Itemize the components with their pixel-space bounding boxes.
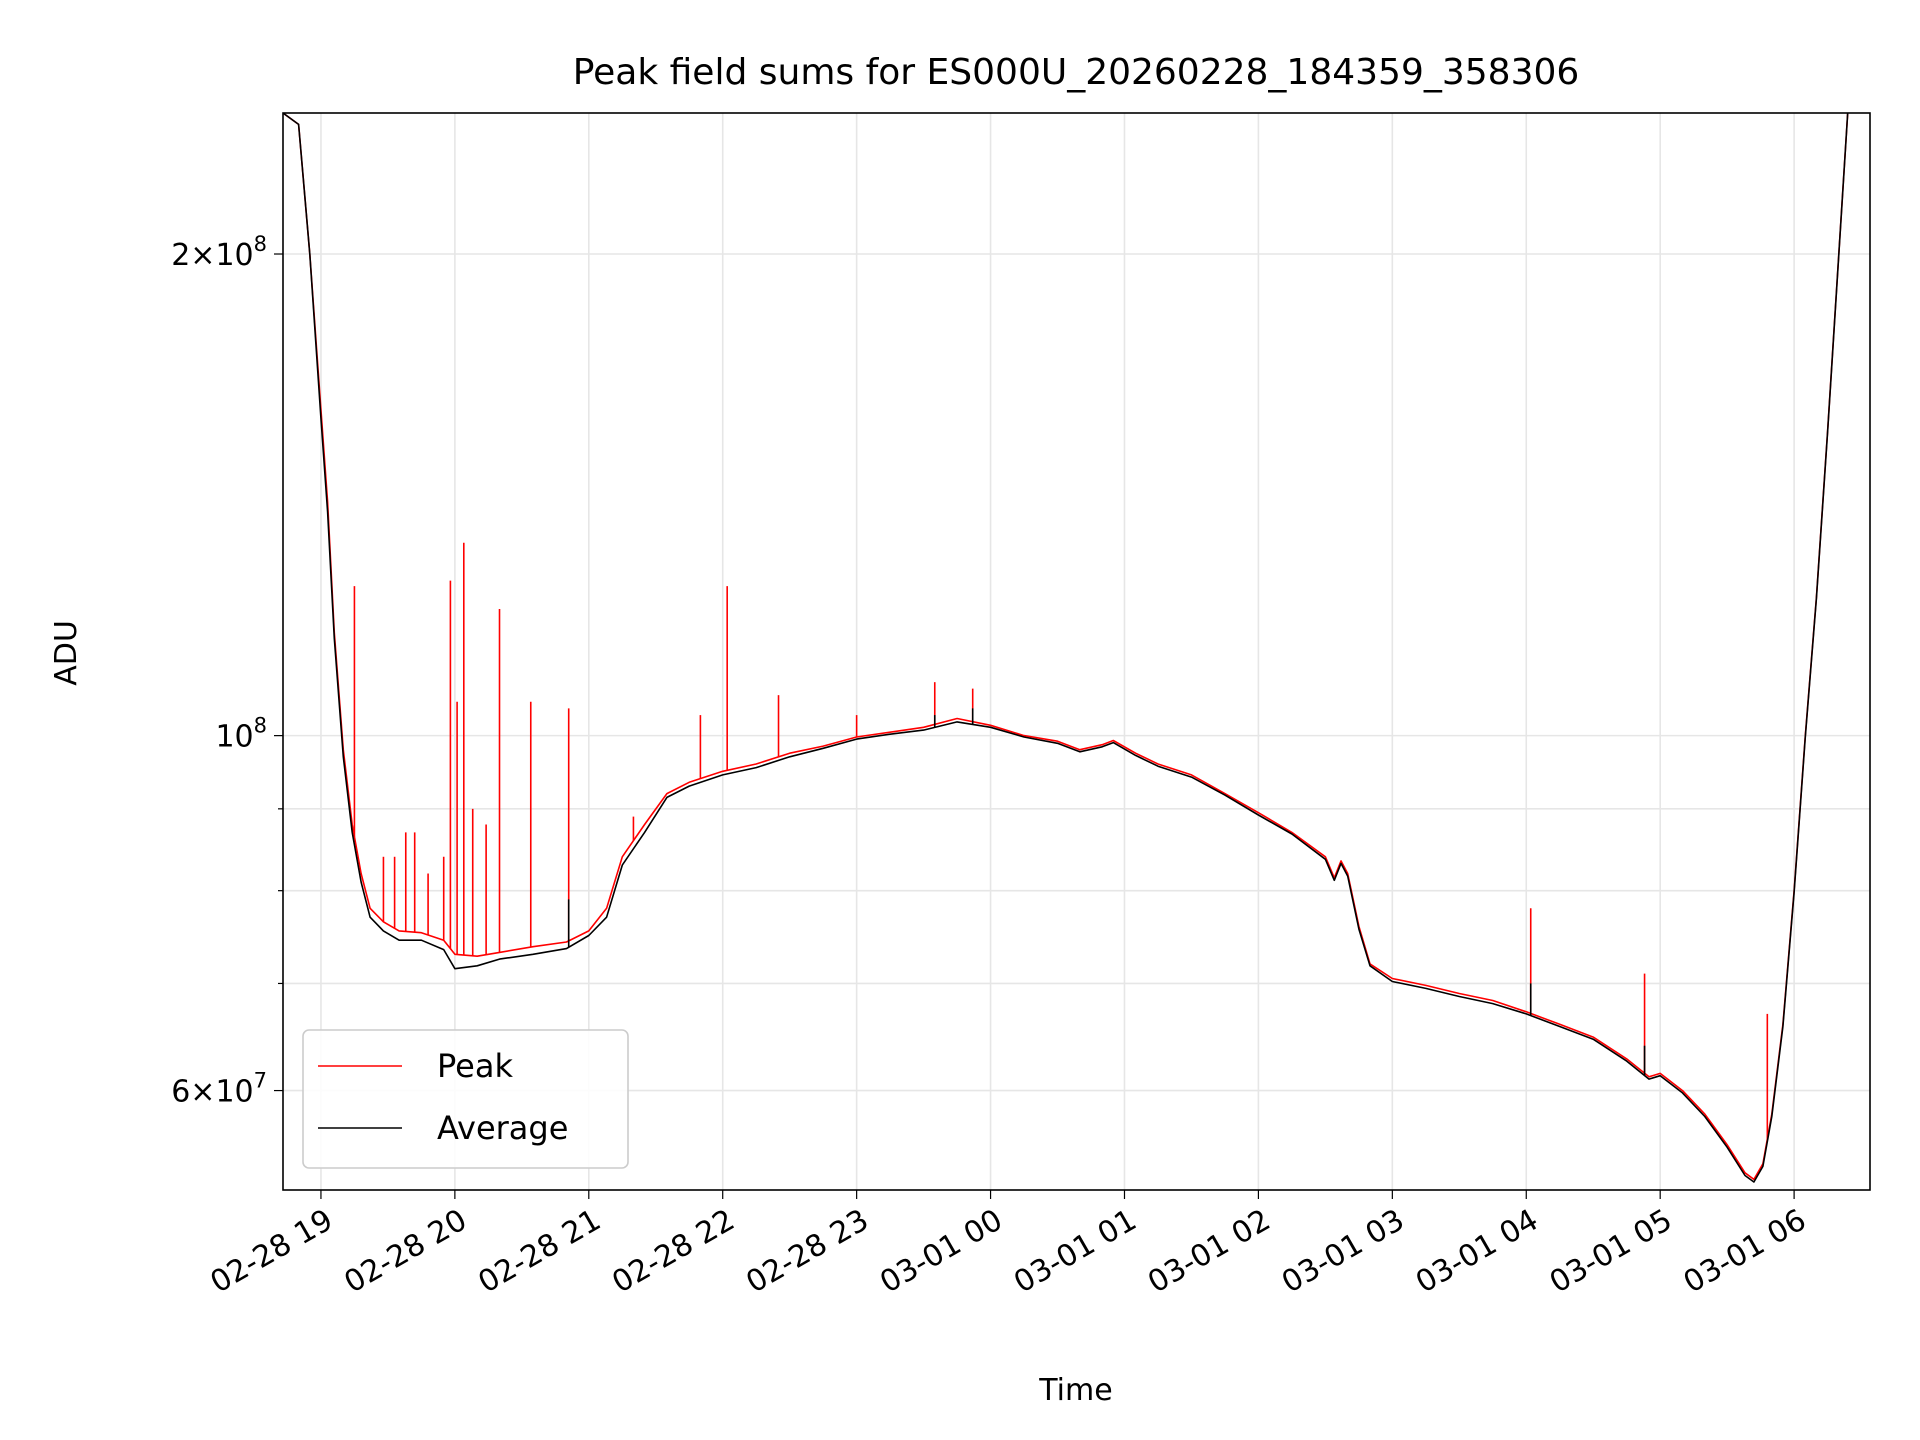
- y-tick-label: 2×108: [171, 232, 267, 273]
- y-tick-label: 6×107: [171, 1069, 267, 1110]
- y-tick: 6×107: [171, 1069, 283, 1110]
- series-line-average: [283, 113, 1849, 1183]
- y-tick: 108: [215, 714, 283, 755]
- legend: Peak Average: [302, 1029, 629, 1169]
- x-axis-label: Time: [1038, 1373, 1112, 1408]
- chart-title: Peak field sums for ES000U_20260228_1843…: [573, 52, 1580, 93]
- y-axis-label: ADU: [49, 620, 84, 686]
- legend-label-average: Average: [437, 1109, 568, 1147]
- plot-frame: [282, 112, 1871, 1191]
- y-tick: 2×108: [171, 232, 283, 273]
- legend-box: [302, 1029, 629, 1169]
- legend-label-peak: Peak: [437, 1047, 513, 1085]
- series-layer: [283, 113, 1849, 1183]
- grid: [283, 113, 1870, 1190]
- y-axis: 6×107 108 2×108: [171, 232, 283, 1110]
- series-line-peak: [283, 113, 1849, 1181]
- y-tick-label: 108: [215, 714, 267, 755]
